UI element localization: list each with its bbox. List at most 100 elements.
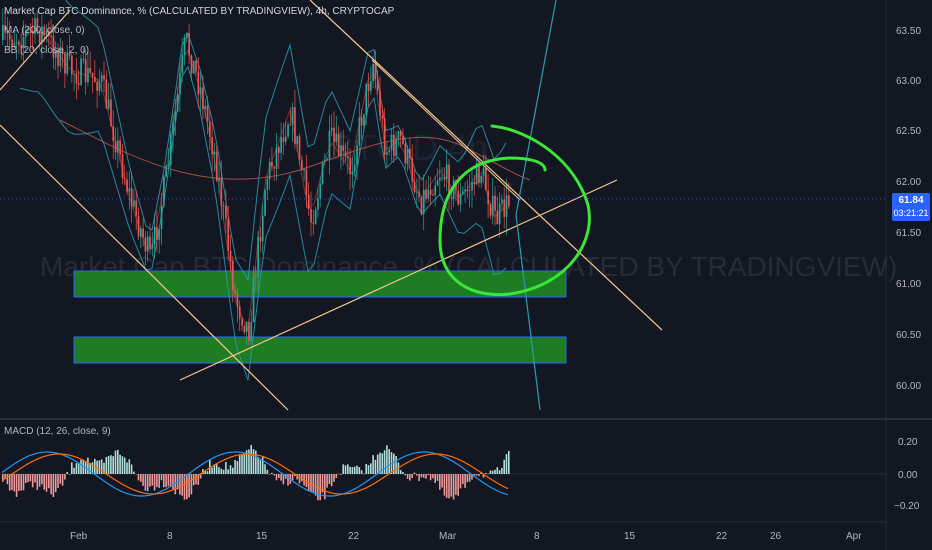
macd-histogram-bar xyxy=(473,474,476,476)
candle-body xyxy=(370,80,372,91)
candle-body xyxy=(2,25,4,40)
macd-histogram-bar xyxy=(149,474,151,487)
candle-body xyxy=(340,145,342,156)
candle-body xyxy=(229,250,232,262)
candle-body xyxy=(135,200,138,217)
macd-histogram-bar xyxy=(218,467,220,474)
candle-body xyxy=(183,37,186,55)
candle-body xyxy=(275,147,278,169)
macd-histogram-bar xyxy=(471,474,473,480)
left-trendline[interactable] xyxy=(0,9,71,91)
macd-histogram-bar xyxy=(245,450,248,474)
candle-body xyxy=(404,143,407,164)
macd-histogram-bar xyxy=(206,471,209,474)
macd-axis[interactable]: 0.20 0.00 −0.20 xyxy=(894,437,920,512)
candle-body xyxy=(186,33,188,38)
macd-histogram-bar xyxy=(110,455,112,474)
descending-channel-line[interactable] xyxy=(0,124,289,411)
macd-histogram-bar xyxy=(225,461,227,474)
macd-histogram-bar xyxy=(117,449,119,474)
candle-body xyxy=(50,35,52,37)
macd-histogram-bar xyxy=(330,474,333,487)
macd-histogram-bar xyxy=(427,474,430,476)
candle-body xyxy=(146,236,149,252)
macd-histogram-bar xyxy=(335,474,338,478)
macd-histogram-bar xyxy=(399,470,402,474)
macd-histogram-bar xyxy=(271,472,273,474)
bb-lower-band xyxy=(19,65,507,381)
candle-body xyxy=(356,145,358,165)
macd-histogram-bar xyxy=(172,474,174,490)
candle-body xyxy=(167,164,170,167)
ascending-trendline[interactable] xyxy=(179,179,618,381)
candle-body xyxy=(197,71,200,95)
macd-histogram-bar xyxy=(158,474,160,488)
candle-body xyxy=(238,306,241,319)
time-axis-label: 22 xyxy=(348,531,360,542)
candle-body xyxy=(436,180,439,186)
macd-histogram-bar xyxy=(236,461,239,474)
candle-body xyxy=(393,134,395,156)
candle-body xyxy=(66,52,69,74)
candle-body xyxy=(75,73,78,84)
macd-histogram-bar xyxy=(376,454,379,474)
price-axis-label: 63.00 xyxy=(896,76,921,87)
candle-body xyxy=(38,31,41,43)
macd-histogram-bar xyxy=(278,474,280,478)
main-series-legend[interactable]: Market Cap BTC Dominance, % (CALCULATED … xyxy=(4,6,395,17)
candle-body xyxy=(241,318,243,326)
macd-histogram-bar xyxy=(222,469,225,474)
macd-histogram-bar xyxy=(64,474,66,480)
macd-histogram-bar xyxy=(73,467,75,474)
macd-histogram-bar xyxy=(503,459,505,474)
highlight-circle-annotation[interactable] xyxy=(438,124,591,297)
time-axis[interactable]: Feb 8 15 22 Mar 8 15 22 26 Apr xyxy=(70,531,862,542)
candle-body xyxy=(273,166,276,169)
macd-histogram-bar xyxy=(34,474,36,483)
projection-line-up[interactable] xyxy=(515,0,557,216)
macd-histogram-bar xyxy=(59,474,62,484)
macd-histogram-bar xyxy=(18,474,20,491)
price-axis-label: 61.00 xyxy=(896,279,921,290)
candle-body xyxy=(326,158,328,160)
candle-body xyxy=(117,140,119,153)
macd-histogram-bar xyxy=(416,474,418,476)
macd-histogram-bar xyxy=(365,463,367,474)
macd-histogram-bar xyxy=(264,464,266,474)
macd-histogram-bar xyxy=(229,465,232,474)
price-axis[interactable]: 63.50 63.00 62.50 62.00 61.50 61.00 60.5… xyxy=(896,26,921,392)
descending-trendline-upper[interactable] xyxy=(309,0,663,331)
macd-histogram-bar xyxy=(41,474,43,485)
macd-histogram-bar xyxy=(257,456,259,474)
candle-body xyxy=(202,87,204,109)
time-axis-label: 15 xyxy=(256,531,268,542)
candle-body xyxy=(494,195,496,211)
macd-histogram-bar xyxy=(351,467,354,474)
macd-histogram-bar xyxy=(468,474,471,482)
macd-indicator-legend[interactable]: MACD (12, 26, close, 9) xyxy=(4,426,111,437)
candle-body xyxy=(73,73,75,75)
candle-body xyxy=(298,136,301,160)
candle-body xyxy=(473,182,476,185)
candle-body xyxy=(388,149,391,153)
candle-body xyxy=(222,205,225,207)
candle-body xyxy=(68,52,71,56)
ma-indicator-legend[interactable]: MA (200, close, 0) xyxy=(4,25,85,36)
candle-body xyxy=(89,67,92,73)
candle-body xyxy=(188,33,190,56)
resistance-trendline[interactable] xyxy=(371,59,521,201)
macd-histogram-bar xyxy=(445,474,448,498)
candle-body xyxy=(310,208,312,223)
macd-histogram-bar xyxy=(71,462,73,474)
candle-body xyxy=(399,131,402,137)
bb-indicator-legend[interactable]: BB (20, close, 2, 0) xyxy=(4,45,90,56)
macd-histogram-bar xyxy=(144,474,147,491)
support-zone-lower[interactable] xyxy=(73,336,567,364)
candle-body xyxy=(199,87,202,95)
time-axis-label: Mar xyxy=(439,531,457,542)
macd-histogram-bar xyxy=(487,473,489,475)
projection-line-down[interactable] xyxy=(515,214,541,411)
macd-histogram-bar xyxy=(128,459,131,474)
candle-body xyxy=(11,39,13,48)
